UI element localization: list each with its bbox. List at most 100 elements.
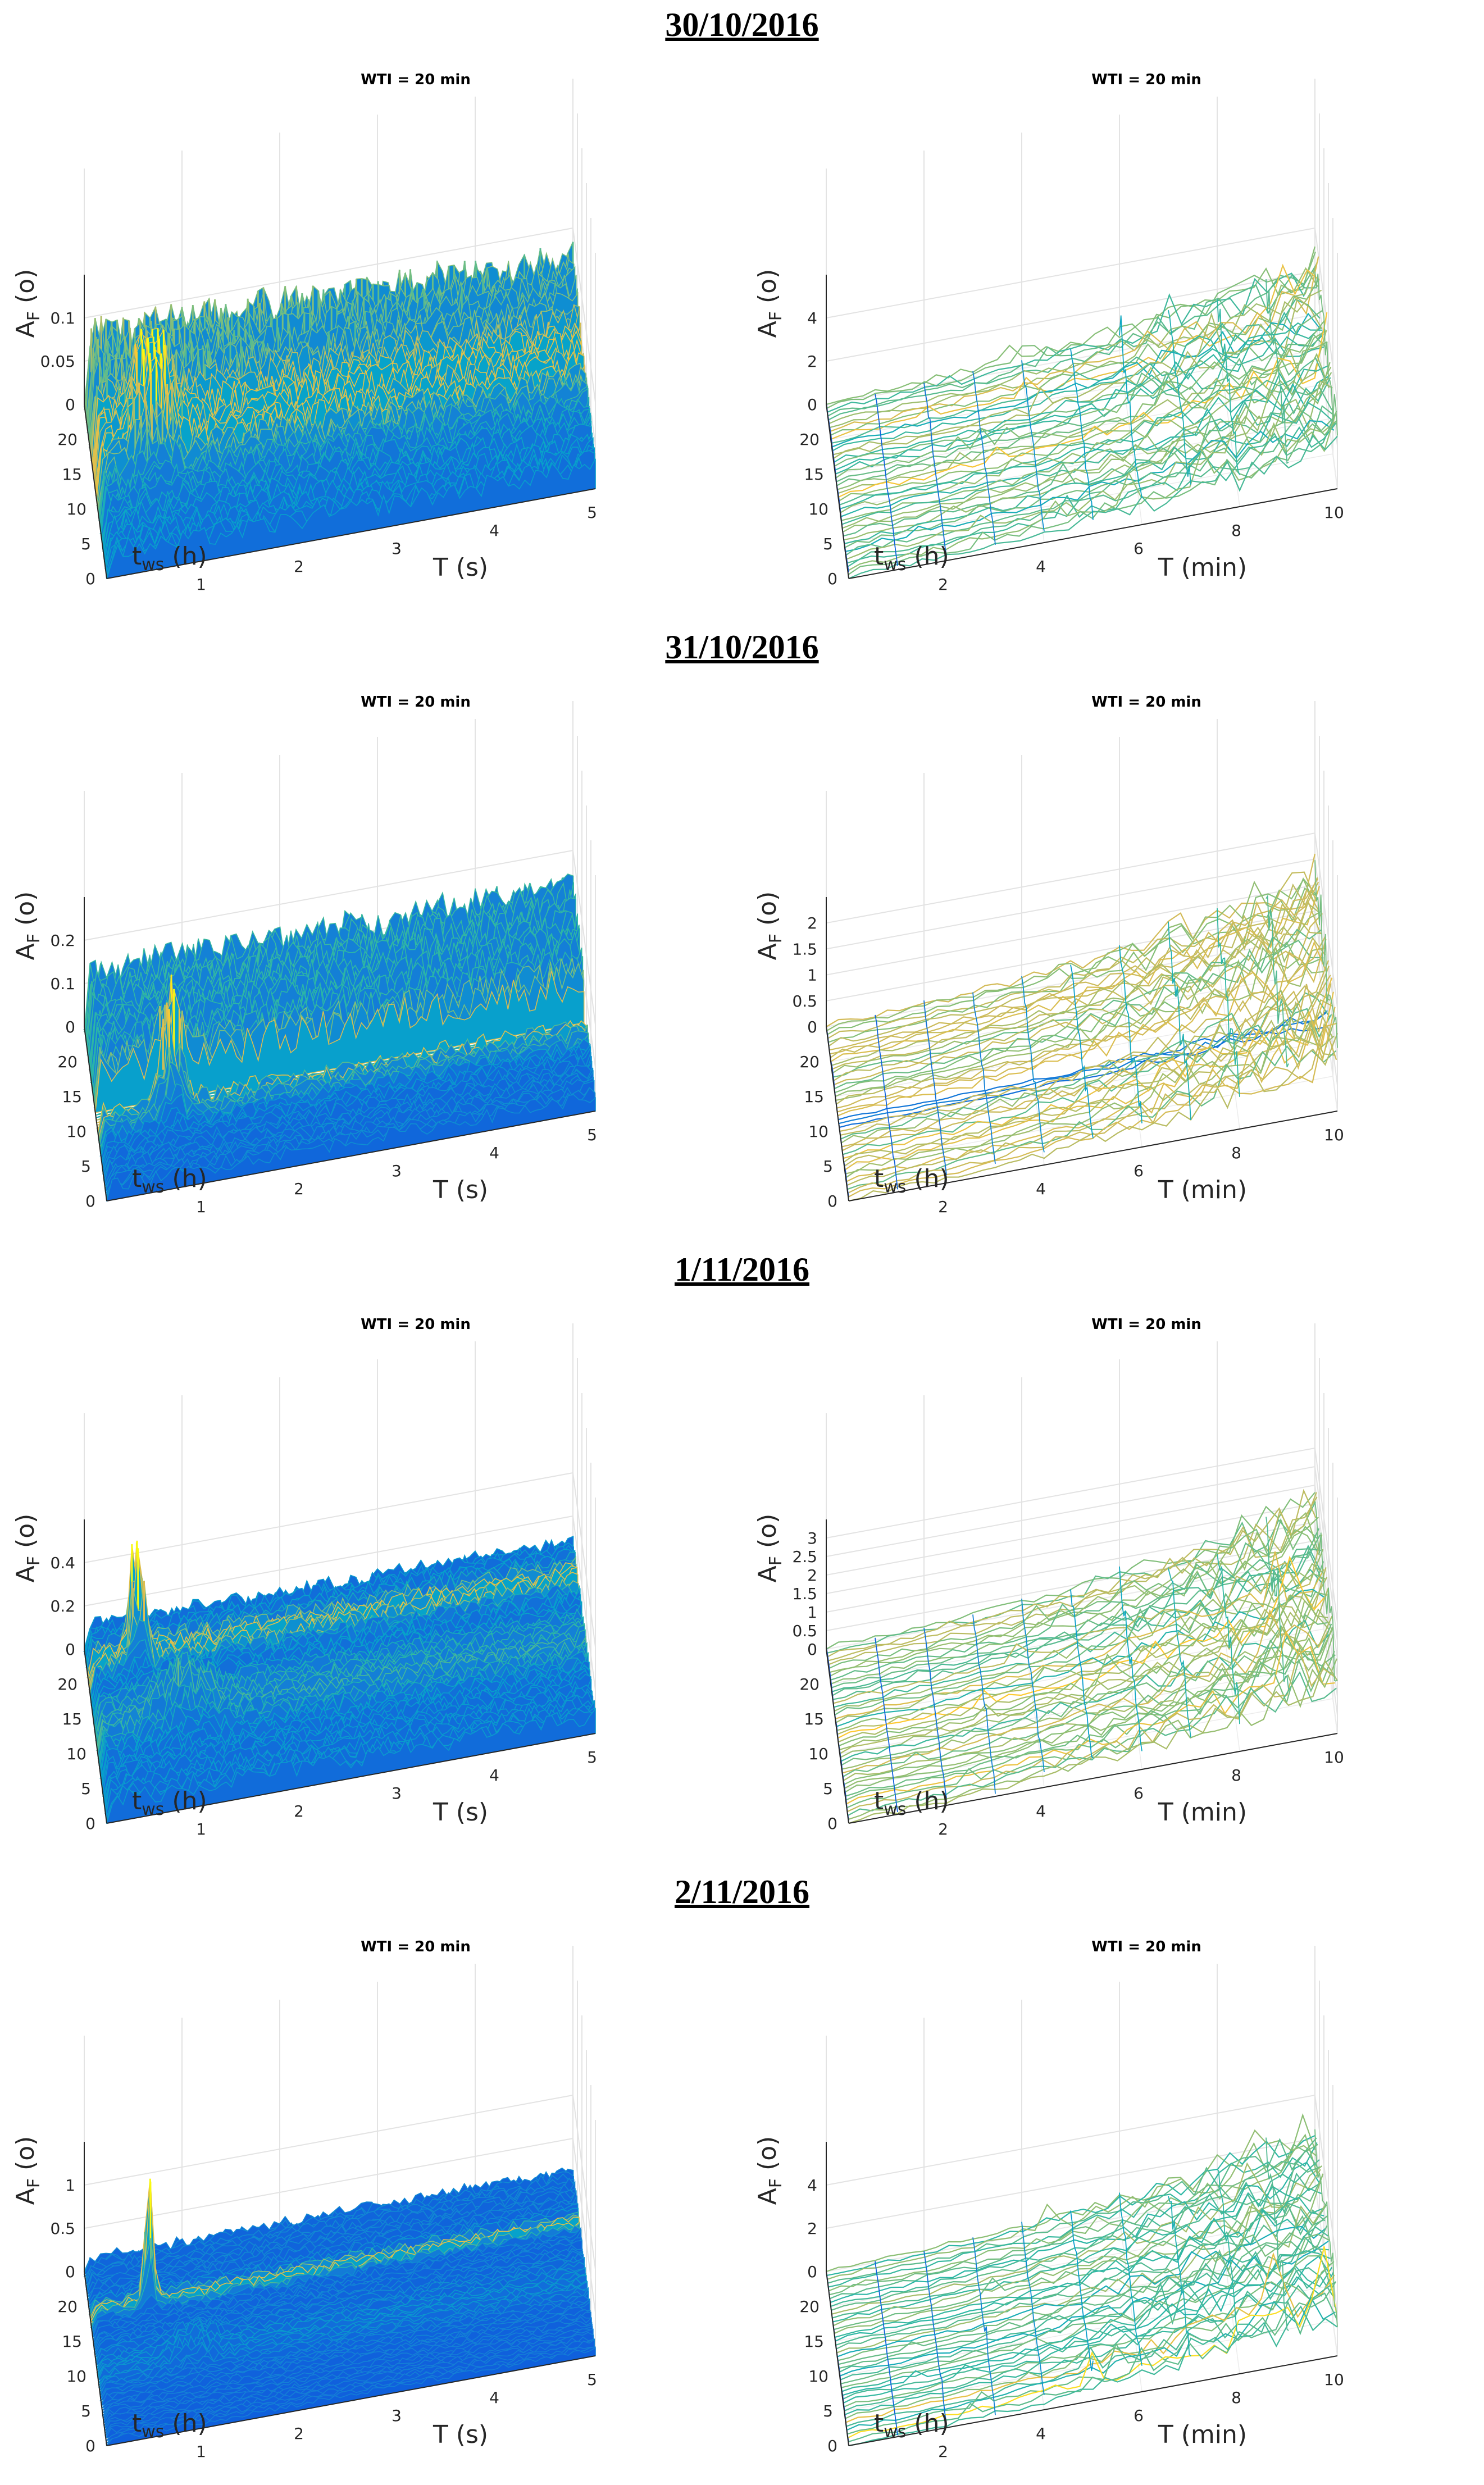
chart-30-10-mesh: 2 4 6 8 10 0 5 10 15 20 0 2 4 WTI = 20 min T (min) tws …	[742, 56, 1484, 618]
y-axis-label: tws (h)	[874, 542, 949, 575]
data-series	[826, 246, 1338, 580]
mesh-line	[848, 1658, 1338, 1820]
y-tick-label: 20	[57, 1675, 78, 1694]
axes	[84, 1519, 596, 1824]
mesh-wire	[1266, 1517, 1289, 1690]
chart-2-11-surface: 1 2 3 4 5 0 5 10 15 20 0 0.5 1 WTI = 20 min T (s) tws (…	[0, 1923, 742, 2485]
x-tick-label: 10	[1324, 503, 1344, 522]
grid-line	[84, 2137, 596, 2313]
mesh-wire	[1217, 1554, 1240, 1724]
y-tick-label: 15	[804, 465, 824, 484]
mesh-wire	[1070, 1589, 1094, 1759]
mesh-wire	[875, 1637, 898, 1813]
mesh-wire	[1168, 310, 1191, 485]
mesh-line	[835, 945, 1325, 1101]
z-tick-label: 2	[807, 914, 817, 932]
x-tick-label: 2	[294, 557, 304, 576]
date-title-2: 31/10/2016	[665, 629, 819, 666]
panel-title: WTI = 20 min	[1091, 1316, 1201, 1333]
y-tick-label: 5	[81, 535, 91, 553]
z-tick-label: 0.5	[792, 1622, 817, 1640]
mesh-line	[826, 251, 1316, 409]
y-axis-label: tws (h)	[874, 2409, 949, 2442]
grid-line	[826, 227, 1338, 403]
panel-title: WTI = 20 min	[361, 1938, 471, 1955]
y-tick-label: 10	[808, 1122, 829, 1141]
z-tick-label: 4	[807, 2176, 817, 2195]
x-axis	[848, 488, 1338, 579]
mesh-line	[827, 878, 1317, 1035]
mesh-line	[841, 983, 1332, 1152]
x-tick-label: 6	[1134, 539, 1144, 558]
z-tick-label: 0	[807, 1018, 817, 1036]
mesh-line	[840, 1619, 1330, 1762]
z-tick-label: 0	[807, 395, 817, 414]
mesh-line	[843, 2265, 1333, 2404]
mesh-line	[836, 2204, 1326, 2350]
mesh-line	[838, 1010, 1328, 1125]
chart-1-11-mesh: 2 4 6 8 10 0 5 10 15 20 0 0.5 1 1.5 2 2.5 3 WTI = 20 min T…	[742, 1301, 1484, 1863]
mesh-line	[831, 902, 1321, 1066]
mesh-wire	[1266, 279, 1289, 465]
y-tick-label: 0	[85, 1192, 95, 1210]
mesh-line	[840, 2236, 1329, 2381]
axes	[84, 275, 596, 579]
y-tick-label: 10	[808, 500, 829, 518]
grid-line	[835, 1628, 1324, 1719]
chart-30-10-surface: 1 2 3 4 5 0 5 10 15 20 0 0.05 0.1 WTI = 20 min T (s) tw…	[0, 56, 742, 618]
x-tick-label: 4	[1036, 1802, 1046, 1820]
mesh-wire	[1070, 348, 1094, 520]
x-tick-label: 5	[587, 1126, 597, 1144]
mesh-line	[845, 2252, 1335, 2423]
grid-line	[84, 1515, 596, 1691]
mesh-line	[834, 310, 1323, 467]
mesh-line	[844, 1628, 1333, 1789]
surface-row	[106, 1094, 596, 1202]
mesh-line	[827, 2129, 1317, 2280]
mesh-line	[830, 2161, 1320, 2304]
mesh-wire	[1314, 1501, 1338, 1682]
x-axis	[106, 1733, 596, 1824]
mesh-line	[828, 1518, 1318, 1669]
z-tick-label: 0.2	[50, 931, 75, 950]
axes	[826, 897, 1338, 1201]
mesh-line	[827, 263, 1317, 417]
mesh-line	[837, 1577, 1328, 1743]
grid-line	[84, 849, 596, 1025]
x-axis	[106, 488, 596, 579]
x-tick-label: 8	[1231, 2388, 1241, 2407]
x-axis	[848, 1733, 1338, 1824]
mesh-wire	[972, 1614, 996, 1794]
data-series	[83, 2167, 596, 2447]
mesh-line	[842, 2255, 1332, 2396]
mesh-line	[831, 899, 1321, 1070]
grid-line	[826, 832, 1338, 1008]
mesh-line	[834, 334, 1324, 471]
y-tick-label: 5	[823, 1779, 833, 1798]
mesh-line	[848, 1659, 1338, 1824]
mesh-line	[841, 2233, 1331, 2388]
y-axis-label: tws (h)	[874, 1787, 949, 1819]
grid	[826, 1946, 1338, 2446]
chart-svg: 2 4 6 8 10 0 5 10 15 20 0 2 4 WTI = 20 min T (min) tws …	[753, 71, 1344, 594]
z-tick-label: 2	[807, 352, 817, 371]
chart-svg: 1 2 3 4 5 0 5 10 15 20 0 0.05 0.1 WTI = 20 min T (s) tw…	[11, 71, 597, 594]
x-axis	[848, 1110, 1338, 1201]
y-tick-label: 5	[81, 1779, 91, 1798]
z-axis-label: AF (o)	[753, 1514, 786, 1583]
mesh-line	[840, 1599, 1330, 1758]
y-axis-label: tws (h)	[132, 542, 207, 575]
z-tick-label: 0	[65, 1640, 75, 1659]
y-tick-label: 15	[62, 465, 82, 484]
mesh-line	[837, 330, 1327, 490]
mesh-wire	[875, 2261, 898, 2436]
mesh-line	[846, 1630, 1335, 1805]
x-axis	[106, 1110, 596, 1201]
x-tick-label: 10	[1324, 1748, 1344, 1767]
z-tick-label: 0.5	[50, 2219, 75, 2238]
data-series	[83, 242, 596, 580]
grid-line	[84, 227, 596, 403]
mesh-line	[842, 2263, 1332, 2400]
mesh-wire	[923, 2250, 947, 2425]
